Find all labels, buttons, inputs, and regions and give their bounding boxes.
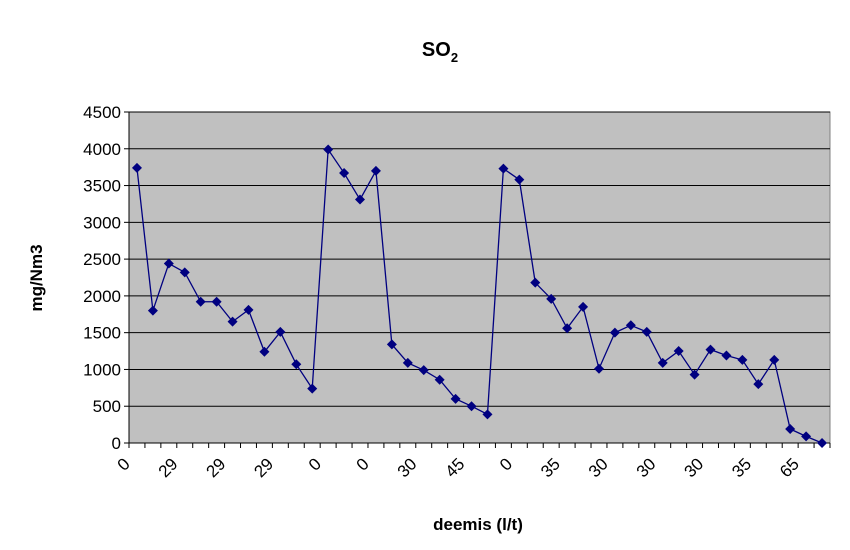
data-point bbox=[323, 144, 334, 155]
x-tick-label: 30 bbox=[633, 454, 660, 481]
data-point bbox=[578, 301, 589, 312]
data-point bbox=[163, 258, 174, 269]
data-point bbox=[593, 363, 604, 374]
x-tick-label: 30 bbox=[394, 454, 421, 481]
y-tick-label: 2000 bbox=[83, 287, 121, 306]
x-tick-label: 0 bbox=[496, 454, 516, 474]
data-point bbox=[291, 359, 302, 370]
data-point bbox=[498, 163, 509, 174]
data-point bbox=[609, 327, 620, 338]
y-tick-label: 2500 bbox=[83, 250, 121, 269]
data-point bbox=[307, 383, 318, 394]
data-point bbox=[769, 354, 780, 365]
data-point bbox=[243, 304, 254, 315]
x-tick-label: 29 bbox=[250, 454, 277, 481]
y-tick-label: 3000 bbox=[83, 213, 121, 232]
plot-area bbox=[128, 111, 831, 444]
data-point bbox=[434, 374, 445, 385]
data-point bbox=[737, 354, 748, 365]
y-axis-label: mg/Nm3 bbox=[27, 244, 46, 311]
data-point bbox=[514, 174, 525, 185]
chart-title: SO2 bbox=[422, 39, 458, 65]
data-point bbox=[402, 357, 413, 368]
data-point bbox=[131, 162, 142, 173]
data-point bbox=[179, 267, 190, 278]
data-point bbox=[386, 339, 397, 350]
x-tick-label: 0 bbox=[353, 454, 373, 474]
y-tick-label: 500 bbox=[93, 397, 121, 416]
x-tick-label: 0 bbox=[114, 454, 134, 474]
data-point bbox=[562, 323, 573, 334]
x-tick-label: 35 bbox=[537, 454, 564, 481]
data-point bbox=[785, 424, 796, 435]
title-subscript: 2 bbox=[451, 50, 458, 65]
series-line bbox=[136, 147, 823, 444]
x-axis-label: deemis (l/t) bbox=[433, 515, 523, 534]
data-point bbox=[195, 296, 206, 307]
data-point bbox=[418, 365, 429, 376]
data-point bbox=[801, 431, 812, 442]
x-tick-label: 45 bbox=[442, 454, 469, 481]
title-text: SO bbox=[422, 39, 451, 61]
data-point bbox=[721, 350, 732, 361]
data-point bbox=[817, 438, 828, 448]
data-point bbox=[546, 293, 557, 304]
data-point bbox=[355, 194, 366, 205]
data-point bbox=[625, 320, 636, 331]
x-tick-label: 29 bbox=[203, 454, 230, 481]
data-point bbox=[657, 357, 668, 368]
data-point bbox=[466, 401, 477, 412]
data-point bbox=[259, 346, 270, 357]
data-point bbox=[530, 277, 541, 288]
x-tick-label: 65 bbox=[776, 454, 803, 481]
data-point bbox=[641, 326, 652, 337]
data-point bbox=[705, 344, 716, 355]
data-point bbox=[370, 165, 381, 176]
y-tick-label: 4500 bbox=[83, 103, 121, 122]
y-tick-label: 0 bbox=[112, 434, 121, 453]
data-point bbox=[753, 379, 764, 390]
data-point bbox=[275, 326, 286, 337]
x-tick-label: 0 bbox=[305, 454, 325, 474]
x-tick-label: 29 bbox=[155, 454, 182, 481]
x-tick-label: 30 bbox=[681, 454, 708, 481]
data-point bbox=[450, 393, 461, 404]
data-point bbox=[339, 168, 350, 179]
x-tick-label: 35 bbox=[728, 454, 755, 481]
x-tick-label: 30 bbox=[585, 454, 612, 481]
data-point bbox=[147, 305, 158, 316]
data-point bbox=[689, 369, 700, 380]
data-point bbox=[673, 346, 684, 357]
y-tick-label: 1500 bbox=[83, 324, 121, 343]
y-tick-label: 3500 bbox=[83, 177, 121, 196]
y-tick-label: 4000 bbox=[83, 140, 121, 159]
y-tick-label: 1000 bbox=[83, 360, 121, 379]
data-point bbox=[482, 409, 493, 420]
data-point bbox=[211, 296, 222, 307]
data-point bbox=[227, 316, 238, 327]
